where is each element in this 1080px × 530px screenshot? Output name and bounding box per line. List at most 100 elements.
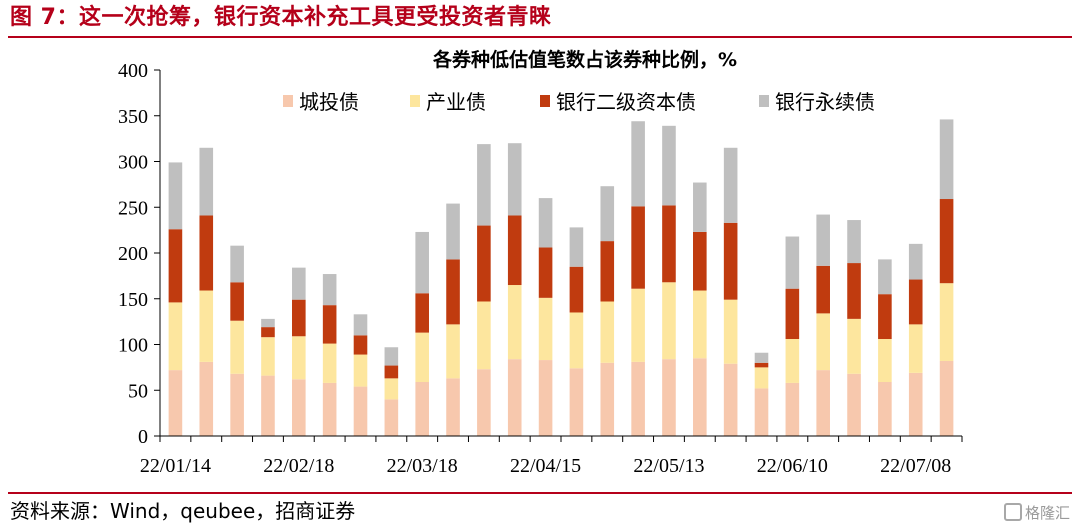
bar-segment — [816, 370, 830, 436]
bar-segment — [384, 365, 399, 379]
source-note: 资料来源：Wind，qeubee，招商证券 — [10, 499, 356, 523]
bar-segment — [816, 214, 830, 266]
bar-segment — [322, 343, 337, 383]
bar-segment — [538, 297, 553, 361]
bar-segment — [693, 358, 707, 436]
bar-segment — [507, 215, 522, 286]
bar-segment — [631, 206, 645, 289]
bar-segment — [353, 314, 368, 336]
bar-segment — [631, 361, 645, 436]
bar-segment — [230, 282, 244, 321]
bar-segment — [754, 362, 769, 368]
bar-segment — [538, 198, 553, 248]
y-tick-label: 300 — [118, 152, 148, 174]
bar-segment — [723, 299, 738, 364]
bar-segment — [939, 360, 954, 436]
bar-segment — [600, 362, 615, 436]
bar-segment — [322, 274, 337, 306]
bar-segment — [754, 352, 769, 363]
bar-segment — [723, 147, 738, 223]
y-tick-label: 250 — [118, 197, 148, 219]
bar-segment — [631, 121, 645, 207]
watermark: 格隆汇 — [1003, 502, 1070, 524]
bar-segment — [322, 305, 337, 344]
bar-segment — [908, 324, 923, 373]
bar-segment — [878, 259, 892, 295]
bar-segment — [446, 324, 460, 379]
x-tick-label: 22/03/18 — [387, 455, 458, 477]
bar-segment — [353, 354, 368, 387]
bar-segment — [292, 267, 306, 300]
bar-segment — [693, 290, 707, 359]
bar-segment — [199, 290, 214, 362]
bar-segment — [415, 382, 429, 436]
bar-segment — [446, 378, 460, 436]
bar-segment — [908, 243, 923, 280]
bar-segment — [322, 382, 337, 436]
x-tick-label: 22/04/15 — [510, 455, 581, 477]
x-tick-label: 22/02/18 — [263, 455, 334, 477]
bar-segment — [446, 259, 460, 325]
y-tick-label: 100 — [118, 335, 148, 357]
bar-segment — [878, 339, 892, 383]
bar-segment — [477, 301, 491, 370]
bar-segment — [939, 283, 954, 361]
bar-segment — [878, 294, 892, 340]
bar-segment — [507, 143, 522, 216]
legend-swatch — [759, 95, 769, 107]
bar-segment — [631, 288, 645, 362]
y-tick-label: 0 — [138, 426, 148, 448]
bar-segment — [261, 318, 275, 328]
bar-segment — [662, 205, 676, 283]
bar-segment — [477, 225, 491, 302]
bar-segment — [384, 347, 399, 366]
bar-segment — [785, 288, 800, 340]
bar-segment — [816, 265, 830, 314]
bar-segment — [693, 231, 707, 291]
y-tick-label: 350 — [118, 106, 148, 128]
bar-segment — [785, 339, 800, 383]
legend-swatch — [540, 95, 550, 107]
bar-segment — [847, 373, 861, 436]
bar-segment — [168, 162, 183, 230]
bar-segment — [569, 312, 584, 369]
bar-segment — [415, 293, 429, 333]
y-tick-label: 150 — [118, 289, 148, 311]
bar-segment — [878, 382, 892, 436]
legend-label: 银行永续债 — [775, 90, 875, 114]
bar-segment — [538, 247, 553, 298]
bar-segment — [415, 332, 429, 383]
bar-segment — [600, 241, 615, 302]
bar-segment — [230, 320, 244, 374]
bar-segment — [939, 199, 954, 284]
bar-segment — [754, 367, 769, 389]
x-tick-label: 22/01/14 — [140, 455, 211, 477]
bar-segment — [199, 361, 214, 436]
x-tick-label: 22/05/13 — [633, 455, 704, 477]
bar-segment — [507, 285, 522, 360]
bar-segment — [292, 299, 306, 337]
bar-segment — [446, 203, 460, 260]
bar-segment — [569, 266, 584, 313]
source-divider — [8, 492, 1072, 494]
bar-segment — [384, 399, 399, 436]
bar-segment — [230, 245, 244, 283]
bar-segment — [693, 182, 707, 232]
bar-segment — [353, 386, 368, 436]
legend-label: 城投债 — [299, 90, 359, 114]
y-tick-label: 50 — [128, 380, 148, 402]
bar-segment — [662, 282, 676, 360]
x-axis: 22/01/14 22/02/18 22/03/18 22/04/15 22/05/13… — [140, 435, 963, 477]
bar-segment — [384, 378, 399, 400]
bar-segment — [847, 220, 861, 264]
bar-segment — [261, 337, 275, 376]
bar-segment — [569, 227, 584, 267]
bar-segment — [261, 327, 275, 338]
bar-segment — [785, 382, 800, 436]
bar-segment — [723, 222, 738, 300]
bar-segment — [261, 375, 275, 436]
bar-segment — [292, 379, 306, 436]
bar-segment — [168, 302, 183, 371]
bar-segment — [415, 231, 429, 294]
bar-segment — [168, 229, 183, 303]
